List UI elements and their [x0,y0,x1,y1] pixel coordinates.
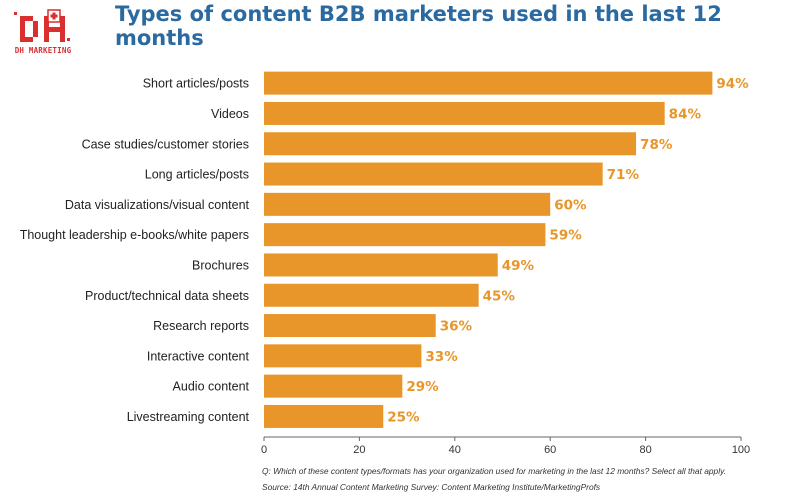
category-label: Long articles/posts [145,168,249,182]
bar [264,223,546,247]
bars-layer [264,71,713,428]
value-label: 25% [387,409,420,425]
survey-question: Q: Which of these content types/formats … [262,466,726,476]
value-label: 94% [716,76,749,92]
bar [264,101,665,125]
category-label: Product/technical data sheets [85,289,249,303]
bar [264,192,551,216]
x-tick-label: 0 [261,444,267,456]
value-labels: 94% 84% 78%71% 60% 59% 49% 45% 36% 33% 29% 25% [387,76,749,425]
category-label: Brochures [192,258,249,272]
bar [264,314,436,338]
value-label: 33% [425,349,458,365]
bar [264,132,637,156]
bar [264,71,713,95]
category-label: Livestreaming content [127,410,250,424]
x-axis: 0 20 40 60 80 100 [261,436,750,456]
bar [264,374,403,398]
bar [264,162,603,186]
bar-chart: Short articles/posts Videos Case studies/c… [20,71,750,456]
bar [264,253,498,277]
bar [264,283,479,307]
chart-title: Types of content B2B marketers used in t… [115,2,722,50]
value-label: 84% [669,106,702,122]
value-label: 29% [406,379,439,395]
x-tick-label: 60 [544,444,556,456]
value-label: 59% [549,228,582,244]
category-label: Audio content [173,380,250,394]
category-label: Research reports [153,319,249,333]
category-labels: Short articles/posts Videos Case studies/c… [20,77,250,424]
dh-marketing-logo [14,9,70,42]
value-label: 49% [502,258,535,274]
x-tick-label: 40 [449,444,461,456]
category-label: Thought leadership e-books/white papers [20,228,249,242]
bar [264,404,384,428]
value-label: 71% [607,167,640,183]
category-label: Case studies/customer stories [82,137,249,151]
category-label: Videos [211,107,249,121]
category-label: Data visualizations/visual content [65,198,250,212]
chart-footnote: Q: Which of these content types/formats … [262,463,797,495]
bar [264,344,422,368]
value-label: 45% [483,288,516,304]
logo-caption: DH MARKETING [14,46,72,55]
category-label: Interactive content [147,349,250,363]
value-label: 78% [640,137,673,153]
source-line: Source: 14th Annual Content Marketing Su… [262,482,601,492]
x-tick-label: 20 [353,444,365,456]
category-label: Short articles/posts [143,77,249,91]
value-label: 60% [554,197,587,213]
x-tick-label: 80 [639,444,651,456]
value-label: 36% [440,319,473,335]
x-tick-label: 100 [732,444,750,456]
